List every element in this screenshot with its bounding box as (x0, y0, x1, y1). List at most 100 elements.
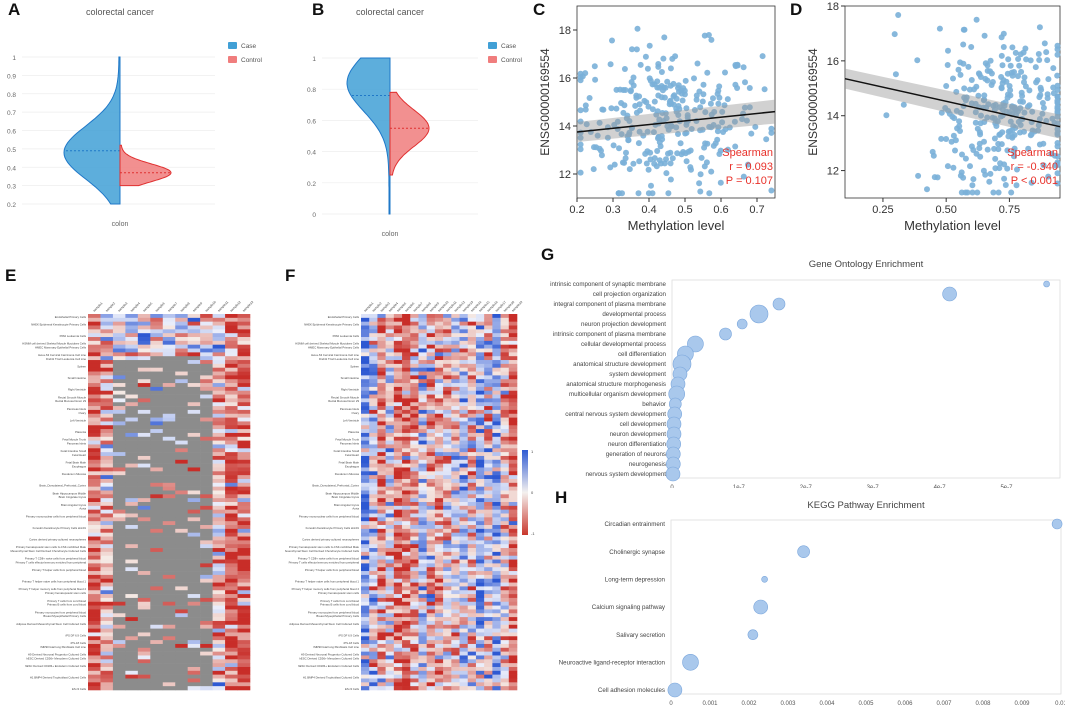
heatmap-cell (508, 632, 518, 637)
heatmap-cell (88, 521, 101, 526)
heatmap-cell (125, 528, 139, 533)
heatmap-cell (410, 452, 419, 457)
heatmap-cell (237, 521, 251, 526)
heatmap-cell (492, 356, 501, 361)
heatmap-cell (369, 597, 378, 603)
heatmap-cell (225, 379, 238, 384)
heatmap-cell (500, 540, 510, 545)
row-label: IMR90 fetal lung fibroblasts Cell Line (313, 645, 359, 649)
heatmap-cell (125, 363, 139, 369)
data-point (1054, 82, 1061, 89)
heatmap-cell (100, 360, 114, 365)
y-tick-label: 14 (827, 111, 839, 123)
heatmap-cell (100, 356, 114, 361)
heatmap-cell (393, 525, 403, 530)
heatmap-cell (475, 478, 485, 484)
heatmap-cell (500, 521, 510, 526)
data-point (683, 129, 690, 136)
heatmap-cell (162, 478, 176, 484)
heatmap-cell (100, 314, 114, 319)
heatmap-cell (237, 601, 251, 606)
heatmap-cell (187, 601, 201, 606)
heatmap-cell (426, 574, 436, 580)
data-point (994, 118, 1001, 125)
row-label: Right Ventricle (341, 388, 359, 392)
heatmap-cell (88, 674, 101, 679)
heatmap-cell (443, 582, 452, 587)
heatmap-cell (377, 348, 386, 353)
heatmap-cell (200, 494, 213, 499)
heatmap-cell (150, 333, 164, 338)
heatmap-cell (385, 663, 395, 668)
heatmap-cell (361, 490, 370, 495)
data-point (626, 166, 633, 173)
heatmap-cell (434, 617, 444, 622)
heatmap-cell (100, 333, 114, 338)
heatmap-cell (377, 502, 386, 507)
heatmap-cell (393, 486, 403, 491)
heatmap-cell (451, 574, 460, 580)
heatmap-cell (459, 594, 469, 599)
heatmap-cell (467, 333, 477, 338)
heatmap-cell (187, 574, 201, 580)
heatmap-cell (150, 325, 164, 330)
heatmap-cell (402, 329, 411, 334)
data-point (996, 131, 1003, 138)
heatmap-cell (212, 590, 226, 595)
data-point (621, 159, 628, 166)
heatmap-cell (393, 517, 403, 522)
heatmap-cell (187, 386, 201, 392)
heatmap-cell (369, 567, 378, 572)
panel-label-b: B (312, 0, 325, 19)
data-point (1029, 127, 1036, 134)
heatmap-cell (492, 525, 501, 530)
data-point (722, 69, 728, 76)
heatmap-f: sample1sample2sample3sample4sample5sampl… (285, 300, 535, 691)
heatmap-cell (237, 678, 251, 683)
heatmap-cell (410, 617, 419, 622)
heatmap-cell (369, 321, 378, 326)
data-point (660, 55, 667, 62)
heatmap-cell (237, 425, 251, 430)
heatmap-cell (410, 494, 419, 499)
heatmap-cell (212, 486, 226, 491)
heatmap-cell (162, 394, 176, 399)
row-label: Pancreas Islets (340, 441, 360, 445)
data-point (644, 128, 651, 135)
data-point (577, 118, 584, 125)
heatmap-cell (418, 559, 427, 564)
heatmap-cell (475, 383, 485, 388)
row-label: Adipose Derived Mesenchymal Stem Cell Cu… (289, 622, 359, 626)
heatmap-cell (426, 314, 436, 319)
data-point (661, 34, 668, 41)
category-label: nervous system development (586, 471, 667, 478)
heatmap-cell (112, 586, 126, 591)
heatmap-cell (369, 494, 378, 499)
heatmap-cell (484, 624, 493, 629)
heatmap-cell (484, 455, 493, 461)
heatmap-cell (125, 471, 139, 476)
heatmap-cell (377, 363, 386, 369)
data-point (959, 151, 965, 158)
heatmap-cell (426, 502, 436, 507)
heatmap-cell (434, 417, 444, 422)
heatmap-cell (112, 440, 126, 445)
heatmap-cell (125, 532, 139, 537)
x-tick-label: 0.50 (935, 204, 956, 216)
heatmap-cell (426, 563, 436, 568)
heatmap-cell (162, 586, 176, 591)
heatmap-cell (125, 659, 139, 664)
row-label: Primary hematopoietic stem cells G-CSF-m… (289, 545, 360, 549)
heatmap-cell (393, 490, 403, 495)
heatmap-cell (162, 317, 176, 322)
heatmap-cell (125, 548, 139, 553)
heatmap-cell (137, 647, 151, 652)
heatmap-cell (459, 659, 469, 664)
heatmap-cell (459, 544, 469, 549)
heatmap-cell (475, 578, 485, 583)
enrichment-bubble (772, 297, 786, 311)
heatmap-cell (125, 314, 139, 319)
heatmap-cell (137, 559, 151, 564)
heatmap-cell (451, 582, 460, 587)
regression-line (844, 77, 1061, 128)
